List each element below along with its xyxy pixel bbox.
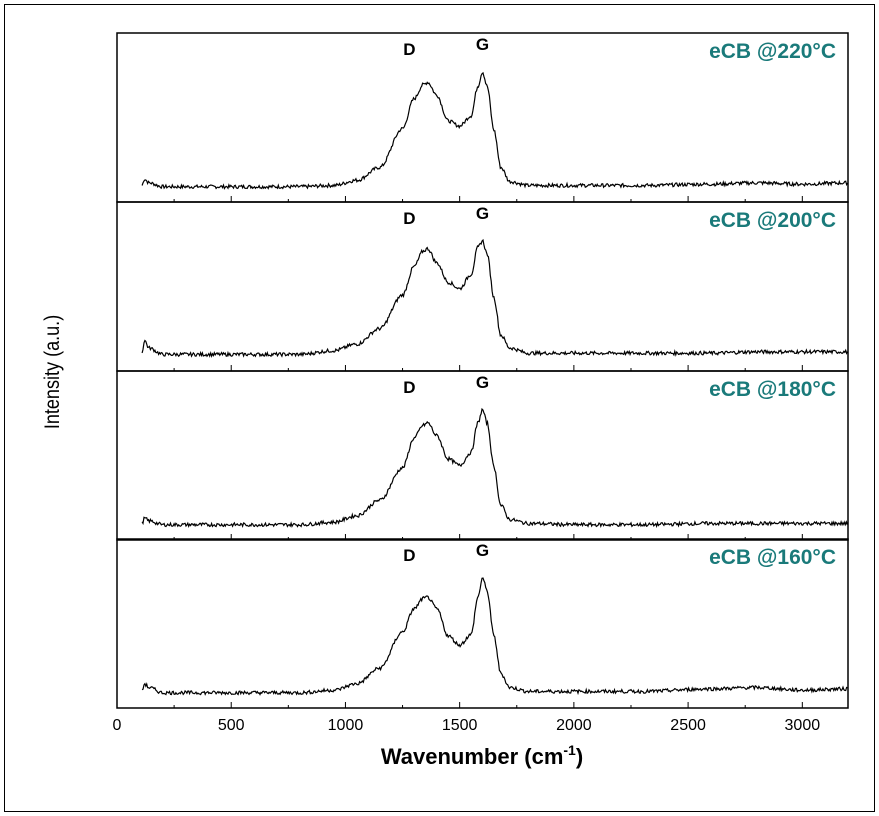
series-label: eCB @200°C [709,209,836,232]
d-peak-label: D [403,546,415,565]
g-peak-label: G [476,204,489,223]
x-tick-label: 1000 [328,717,364,734]
x-axis: 0 500 1000 1500 2000 2500 3000 [113,717,821,734]
panel-frame [116,370,849,541]
x-axis-title: Wavenumber (cm-1) [381,742,583,769]
spectrum-line [141,577,848,696]
x-tick-label: 3000 [785,717,821,734]
spectrum-line [141,407,849,529]
series-label: eCB @180°C [709,378,836,401]
x-tick-label: 500 [218,717,245,734]
x-tick-label: 0 [113,717,122,734]
panel-frame [116,538,849,709]
d-peak-label: D [403,209,415,228]
d-peak-label: D [403,378,415,397]
x-tick-label: 1500 [442,717,478,734]
x-tick-label: 2000 [556,717,592,734]
d-peak-label: D [403,40,415,59]
series-label: eCB @220°C [709,40,836,63]
g-peak-label: G [476,373,489,392]
y-axis-title: Intensity (a.u.) [41,315,65,429]
spectrum-line [141,71,849,190]
g-peak-label: G [476,35,489,54]
series-label: eCB @160°C [709,546,836,569]
spectrum-line [141,238,849,358]
figure-frame [4,4,875,812]
g-peak-label: G [476,541,489,560]
x-tick-label: 2500 [670,717,706,734]
